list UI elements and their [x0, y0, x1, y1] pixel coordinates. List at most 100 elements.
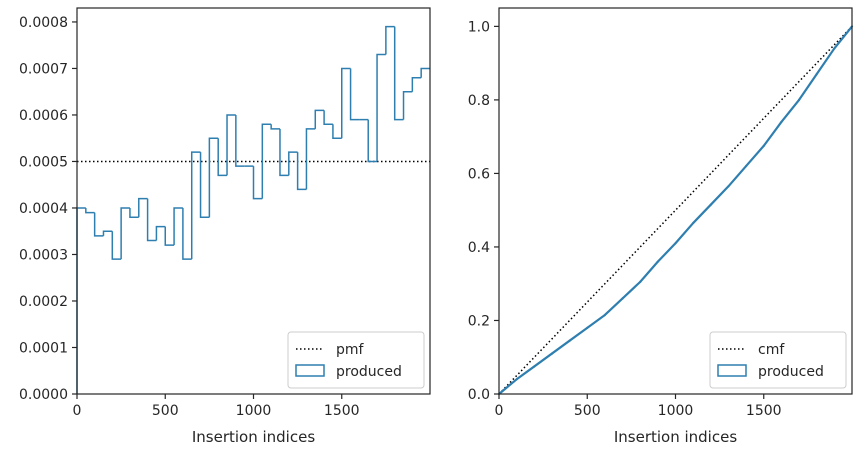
- produced-bin-12: [182, 207, 192, 260]
- right-legend-produced-label: produced: [758, 364, 824, 380]
- left-y-ticks: 0.0000 0.0001 0.0002 0.0003 0.0004 0.0005 0.00…: [19, 15, 77, 403]
- produced-bin-4: [111, 231, 122, 260]
- produced-bin-10: [164, 226, 175, 246]
- produced-cmf-segment-13: [709, 185, 730, 206]
- produced-bin-16: [217, 138, 228, 177]
- right-legend-produced-swatch: [717, 364, 747, 377]
- right-x-tick-label-2: 1000: [658, 403, 694, 419]
- right-x-tick-label-1: 500: [574, 403, 601, 419]
- produced-cmf-segment-14: [727, 164, 748, 188]
- produced-cmf-layer: [497, 25, 854, 396]
- produced-cmf-segment-7: [603, 297, 624, 317]
- right-x-tick-label-0: 0: [495, 403, 504, 419]
- cmf-reference-layer: [498, 25, 853, 395]
- right-y-ticks: 0.0 0.2 0.4 0.6 0.8 1.0: [468, 19, 499, 403]
- left-y-tick-label-3: 0.0003: [19, 247, 68, 263]
- produced-bin-21: [261, 123, 272, 199]
- left-x-tick-label-3: 1500: [324, 403, 360, 419]
- produced-cmf-segment-9: [639, 260, 659, 283]
- left-y-tick-label-2: 0.0002: [19, 294, 68, 310]
- produced-bin-11: [173, 207, 183, 246]
- produced-cmf-segment-4: [550, 339, 571, 355]
- produced-cmf-segment-3: [533, 352, 554, 368]
- produced-bin-24: [288, 151, 298, 176]
- cmf-line-chart: 0 500 1000 1500 0.0 0.2 0.4 0.6 0.8 1.0 Insertio…: [468, 7, 854, 446]
- produced-cmf-segment-18: [797, 73, 818, 102]
- produced-bin-39: [420, 67, 430, 78]
- right-x-tick-label-3: 1500: [746, 403, 782, 419]
- produced-bin-37: [402, 90, 413, 120]
- right-x-ticks: 0 500 1000 1500: [495, 394, 782, 419]
- produced-bin-2: [93, 212, 104, 237]
- produced-histogram-layer: [76, 25, 430, 394]
- produced-bin-38: [411, 77, 422, 92]
- produced-cmf-segment-11: [674, 221, 695, 245]
- right-y-tick-label-5: 1.0: [468, 19, 490, 35]
- produced-cmf-segment-15: [744, 144, 765, 168]
- right-y-tick-label-4: 0.8: [468, 93, 490, 109]
- produced-bin-26: [305, 128, 316, 190]
- produced-cmf-segment-17: [780, 98, 801, 124]
- produced-bin-13: [190, 151, 201, 260]
- produced-cmf-segment-6: [586, 313, 607, 329]
- left-x-axis-label: Insertion indices: [192, 428, 315, 446]
- left-y-tick-label-4: 0.0004: [19, 201, 68, 217]
- left-y-tick-label-0: 0.0000: [19, 387, 68, 403]
- cmf-reference-line: [498, 25, 853, 395]
- produced-bin-28: [323, 110, 333, 126]
- left-x-tick-label-1: 500: [152, 403, 179, 419]
- produced-bin-17: [226, 114, 236, 176]
- produced-bin-15: [208, 137, 219, 218]
- produced-cmf-segment-12: [692, 203, 712, 225]
- right-legend-cmf-label: cmf: [758, 342, 785, 358]
- left-legend-produced-swatch: [295, 364, 325, 377]
- produced-bin-5: [120, 207, 130, 260]
- left-legend-produced-label: produced: [336, 364, 402, 380]
- produced-bin-30: [341, 67, 351, 139]
- produced-cmf-segment-16: [762, 120, 783, 147]
- produced-bin-33: [367, 119, 378, 163]
- left-x-tick-label-0: 0: [73, 403, 82, 419]
- pmf-histogram-chart: 0 500 1000 1500 0.00000.00010.00020.00030.0…: [19, 7, 431, 446]
- left-y-tick-label-5: 0.0005: [19, 154, 68, 170]
- right-y-tick-label-1: 0.2: [468, 313, 490, 329]
- produced-cmf-segment-1: [497, 378, 518, 396]
- produced-bin-27: [314, 109, 325, 129]
- right-y-tick-label-2: 0.4: [468, 240, 490, 256]
- produced-cmf-segment-19: [815, 47, 836, 76]
- produced-cmf-segment-10: [656, 242, 677, 263]
- produced-bin-34: [376, 53, 386, 162]
- produced-bin-36: [393, 26, 404, 121]
- produced-bin-29: [332, 124, 342, 139]
- produced-bin-3: [102, 230, 113, 236]
- produced-bin-22: [270, 124, 280, 130]
- right-y-tick-label-3: 0.6: [468, 166, 490, 182]
- produced-bin-9: [155, 225, 166, 241]
- produced-cmf-segment-2: [515, 365, 536, 381]
- left-x-ticks: 0 500 1000 1500: [73, 394, 360, 419]
- produced-bin-8: [146, 198, 157, 242]
- left-legend: pmf produced: [287, 331, 425, 389]
- produced-bin-35: [385, 25, 395, 55]
- left-y-tick-label-6: 0.0006: [19, 108, 68, 124]
- produced-bin-6: [129, 207, 139, 219]
- produced-bin-0: [76, 207, 86, 394]
- produced-bin-1: [85, 207, 95, 214]
- produced-bin-31: [349, 68, 360, 121]
- left-y-tick-label-7: 0.0007: [19, 61, 68, 77]
- left-x-tick-label-2: 1000: [236, 403, 272, 419]
- produced-cmf-segment-20: [833, 25, 854, 50]
- produced-bin-25: [296, 152, 307, 191]
- produced-cmf-segment-5: [568, 326, 589, 342]
- produced-bin-23: [279, 128, 289, 177]
- right-legend-box: [709, 331, 847, 389]
- left-y-tick-label-1: 0.0001: [19, 340, 68, 356]
- left-legend-pmf-label: pmf: [336, 342, 365, 358]
- right-legend: cmf produced: [709, 331, 847, 389]
- right-x-axis-label: Insertion indices: [614, 428, 737, 446]
- produced-bin-14: [199, 152, 210, 219]
- right-y-tick-label-0: 0.0: [468, 387, 490, 403]
- produced-bin-20: [252, 166, 263, 200]
- produced-bin-7: [138, 197, 148, 218]
